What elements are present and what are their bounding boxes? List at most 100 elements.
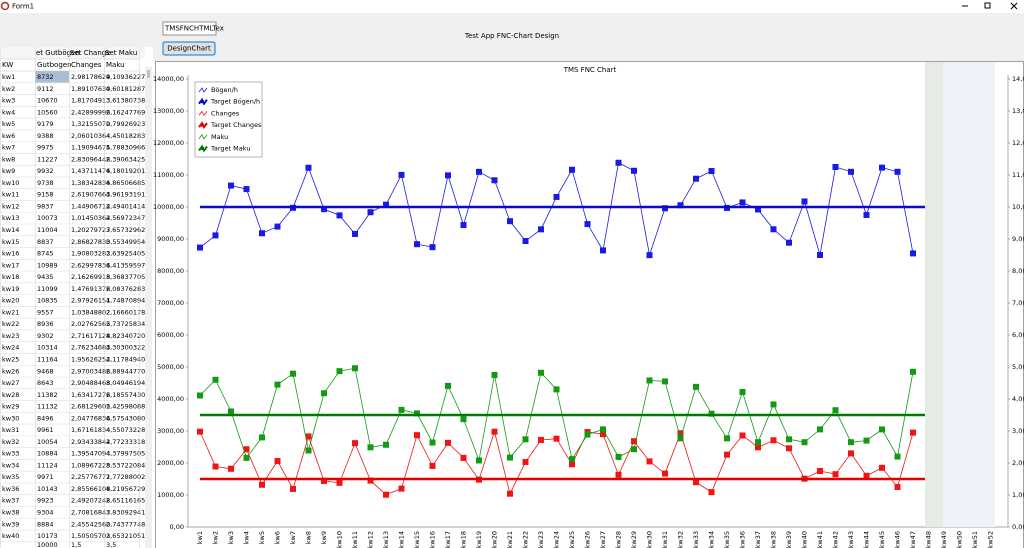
title-bar [0,0,1024,13]
grid-cell: 11164 [37,355,58,363]
grid-cell: 9304 [37,508,54,516]
data-point [383,491,389,498]
grid-cell: kw33 [2,450,19,458]
data-point [770,437,777,444]
grid-cell: 11004 [37,226,58,234]
data-point [894,484,901,490]
grid-cell: 2,77233318 [106,438,145,446]
grid-cell: 2,83096448 [71,155,110,163]
data-point [507,454,513,461]
grid-cell: 11099 [37,285,58,293]
y-tick-label: 2000,00 [157,459,184,467]
y-tick-label: 1000,00 [157,491,184,499]
x-tick-label: kw48 [925,531,933,548]
data-point [367,444,374,451]
data-point [445,382,451,389]
grid-cell: 9179 [37,120,54,128]
close-button[interactable] [1010,2,1018,10]
data-point [553,193,560,200]
data-point [336,212,343,219]
grid-cell: 8837 [37,238,54,246]
data-point [197,244,203,251]
x-tick-label: kw46 [894,531,902,548]
grid-cell: 1,01450364 [71,214,110,222]
grid-cell: 3,65732962 [106,226,145,234]
grid-header-bg [0,47,145,59]
data-point [491,372,498,378]
grid-cell: 2,18557430 [106,391,145,399]
grid-cell: 9435 [37,273,54,281]
data-point [755,439,761,446]
heading: Test App FNC-Chart Design [464,32,559,40]
data-point [569,461,575,468]
data-point [832,164,839,170]
y2-tick-label: 2,00 [1012,459,1024,467]
data-point [600,431,606,438]
grid-cell: 9738 [37,179,54,187]
y2-tick-label: 1,00 [1012,491,1024,499]
data-point [460,454,467,461]
data-point [243,454,250,461]
grid-cell: 3,61380738 [106,97,145,105]
grid-cell: 1,50505703 [71,532,110,540]
legend-label: Target Changes [210,121,262,129]
data-point [398,171,405,178]
grid-cell: 10143 [37,485,58,493]
y2-tick-label: 13,00 [1012,107,1024,115]
grid-cell: 2,93433844 [71,438,110,446]
data-point [910,429,916,436]
data-point [228,465,234,472]
data-point [259,434,265,441]
scrollbar[interactable] [145,67,152,548]
scrollbar-thumb[interactable] [147,70,150,78]
grid-cell: 10054 [37,438,58,446]
selected-cell [35,71,69,83]
y2-tick-label: 10,00 [1012,203,1024,211]
x-tick-label: kw41 [816,531,824,548]
legend-box [194,81,263,158]
data-point [491,177,498,184]
grid-cell: 1,43711476 [71,167,110,175]
column-header: Maku [106,61,125,69]
data-point [383,201,389,208]
grid-cell: 1,95626254 [71,355,110,363]
data-point [476,457,482,464]
app-icon [0,1,10,11]
x-tick-label: kw50 [956,531,964,548]
grid-cell: 4,57543080 [106,414,145,422]
grid-cell: 4,60181287 [106,85,145,93]
data-point [212,463,219,470]
grid-cell: 4,30300322 [106,344,145,352]
grid-cell: 4,82340720 [106,332,145,340]
data-point [538,226,544,233]
grid-cell: 2,76234683 [71,344,110,352]
data-point [770,226,777,233]
grid-cell: kw9 [2,167,15,175]
data-point [429,244,436,251]
grid-cell: 2,11784940 [106,355,145,363]
data-point [429,439,436,446]
design-chart-button[interactable] [162,41,216,56]
maximize-button[interactable] [984,2,991,9]
grid-cell: kw37 [2,497,19,505]
data-point [491,428,498,435]
data-point [755,444,761,451]
data-grid[interactable] [0,47,153,548]
grid-cell: kw13 [2,214,19,222]
data-point [786,239,792,246]
grid-cell: 2,39063425 [106,155,145,163]
x-tick-label: kw14 [398,531,406,548]
x-tick-label: kw24 [553,531,561,548]
legend-marker [201,147,204,150]
x-tick-label: kw27 [599,531,607,548]
grid-cell: 2,42598088 [106,403,145,411]
grid-cell: kw8 [2,155,15,163]
data-point [910,368,916,375]
data-point [801,198,808,205]
chart-panel [155,61,1024,548]
x-tick-label: kw36 [739,531,747,548]
text-input[interactable] [162,21,217,36]
data-point [414,432,420,439]
grid-cell: kw27 [2,379,19,387]
